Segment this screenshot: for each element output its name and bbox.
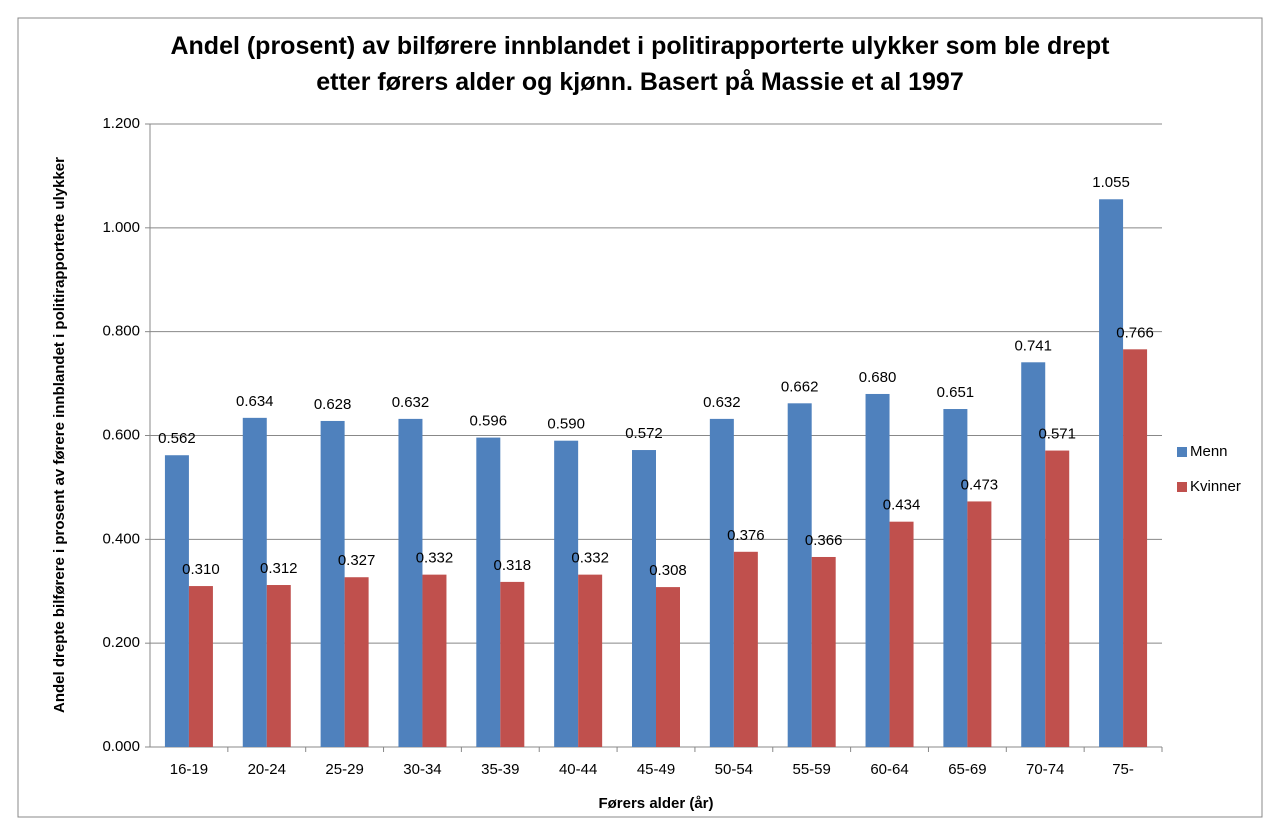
legend-label: Kvinner [1190, 478, 1241, 495]
chart-title: Andel (prosent) av bilførere innblandet … [170, 32, 1110, 96]
y-tick-label: 0.200 [102, 634, 140, 651]
bar [787, 403, 812, 747]
bar [1099, 199, 1124, 747]
value-label: 0.571 [1038, 426, 1076, 443]
x-tick-label: 25-29 [325, 761, 363, 778]
bar [320, 420, 345, 747]
x-tick-label: 40-44 [559, 761, 597, 778]
legend-swatch [1177, 447, 1187, 457]
y-tick-label: 1.000 [102, 219, 140, 236]
bar [476, 437, 501, 747]
value-label: 0.596 [470, 413, 508, 430]
value-label: 0.590 [547, 416, 585, 433]
value-label: 0.766 [1116, 324, 1154, 341]
x-tick-label: 35-39 [481, 761, 519, 778]
bar [632, 450, 656, 747]
value-label: 0.312 [260, 560, 298, 577]
bar [344, 577, 369, 747]
x-tick-label: 20-24 [248, 761, 286, 778]
value-label: 0.741 [1014, 337, 1052, 354]
value-label: 0.318 [494, 557, 532, 574]
y-axis-label: Andel drepte bilførere i prosent av føre… [51, 157, 68, 713]
value-label: 0.376 [727, 527, 765, 544]
value-label: 0.680 [859, 369, 897, 386]
value-label: 0.332 [571, 550, 609, 567]
bar [554, 440, 579, 747]
x-tick-label: 65-69 [948, 761, 986, 778]
value-label: 0.572 [625, 425, 663, 442]
x-tick-label: 55-59 [793, 761, 831, 778]
value-label: 0.634 [236, 393, 274, 410]
legend-label: Menn [1190, 443, 1228, 460]
y-tick-label: 1.200 [102, 115, 140, 132]
bar [1021, 362, 1046, 747]
legend-swatch [1177, 482, 1187, 492]
bar [398, 418, 423, 747]
bar [1045, 450, 1070, 747]
x-tick-label: 75- [1112, 761, 1134, 778]
x-tick-label: 30-34 [403, 761, 441, 778]
bar [967, 501, 992, 747]
value-label: 0.628 [314, 396, 352, 413]
bar [242, 417, 267, 747]
bar [188, 586, 213, 747]
bar [1123, 349, 1148, 747]
value-label: 0.310 [182, 561, 220, 578]
value-label: 0.651 [937, 384, 975, 401]
bar [943, 409, 968, 747]
bar [656, 587, 680, 747]
value-label: 0.332 [416, 550, 454, 567]
x-tick-label: 50-54 [715, 761, 753, 778]
value-label: 0.434 [883, 497, 921, 514]
value-label: 1.055 [1092, 174, 1130, 191]
value-label: 0.473 [961, 476, 999, 493]
value-label: 0.632 [703, 394, 741, 411]
y-tick-label: 0.600 [102, 426, 140, 443]
value-label: 0.562 [158, 430, 196, 447]
bar [865, 393, 890, 747]
x-tick-label: 70-74 [1026, 761, 1064, 778]
bar [709, 418, 734, 747]
value-label: 0.327 [338, 552, 376, 569]
x-tick-label: 60-64 [870, 761, 908, 778]
value-label: 0.632 [392, 394, 430, 411]
bar [578, 574, 603, 747]
bar [811, 556, 836, 747]
bar [500, 581, 525, 747]
bar [422, 574, 447, 747]
bar [266, 585, 291, 747]
value-label: 0.662 [781, 378, 819, 395]
x-tick-label: 45-49 [637, 761, 675, 778]
x-axis-label: Førers alder (år) [598, 795, 714, 812]
bar [164, 455, 189, 747]
value-label: 0.366 [805, 532, 843, 549]
bar [889, 521, 914, 747]
value-label: 0.308 [649, 562, 687, 579]
x-tick-label: 16-19 [170, 761, 208, 778]
y-tick-label: 0.000 [102, 738, 140, 755]
y-tick-label: 0.400 [102, 530, 140, 547]
y-tick-label: 0.800 [102, 323, 140, 340]
bar [733, 551, 758, 747]
